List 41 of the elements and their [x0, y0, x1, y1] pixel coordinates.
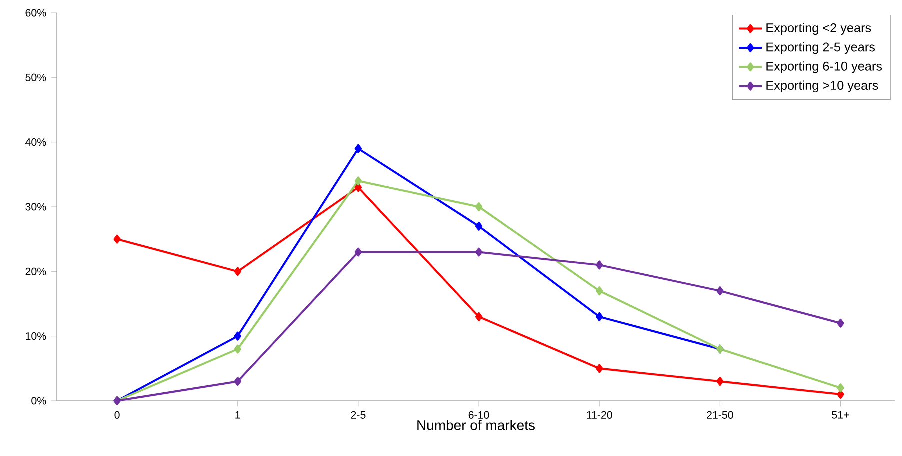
point: [234, 377, 242, 386]
point: [475, 248, 483, 257]
point: [234, 344, 242, 354]
y-tick-label: 50%: [26, 74, 46, 82]
x-tick-label: 1: [236, 411, 240, 419]
point: [716, 377, 724, 386]
legend-label: Exporting 2-5 years: [766, 42, 876, 54]
x-tick-label: 21-50: [707, 411, 734, 419]
y-tick-label: 40%: [26, 138, 46, 146]
legend-label: Exporting 6-10 years: [766, 62, 882, 74]
point: [234, 332, 242, 341]
point: [114, 234, 121, 244]
point: [596, 260, 604, 270]
point: [475, 202, 483, 212]
point: [475, 312, 483, 322]
x-tick-label: 2-5: [351, 411, 366, 419]
y-tick-label: 10%: [26, 332, 46, 340]
x-tick-label: 11-20: [587, 411, 612, 419]
legend-label: Exporting >10 years: [766, 80, 878, 93]
point: [596, 312, 604, 322]
y-tick-label: 0%: [32, 397, 46, 405]
x-tick-label: 51+: [832, 411, 850, 419]
point: [837, 384, 844, 393]
x-axis-title: Number of markets: [418, 420, 535, 430]
point: [475, 222, 483, 231]
point: [837, 390, 844, 399]
point: [234, 267, 242, 276]
point: [716, 286, 724, 296]
legend-label: Exporting <2 years: [766, 23, 872, 36]
point: [596, 286, 604, 296]
x-tick-label: 0: [114, 411, 120, 419]
y-tick-label: 60%: [26, 9, 46, 17]
point: [837, 318, 844, 328]
x-tick-label: 6-10: [468, 411, 490, 419]
point: [354, 183, 362, 192]
y-tick-label: 30%: [26, 203, 46, 211]
y-tick-label: 20%: [26, 268, 46, 276]
point: [354, 144, 362, 154]
point: [354, 248, 362, 257]
point: [354, 176, 362, 186]
point: [596, 364, 604, 374]
